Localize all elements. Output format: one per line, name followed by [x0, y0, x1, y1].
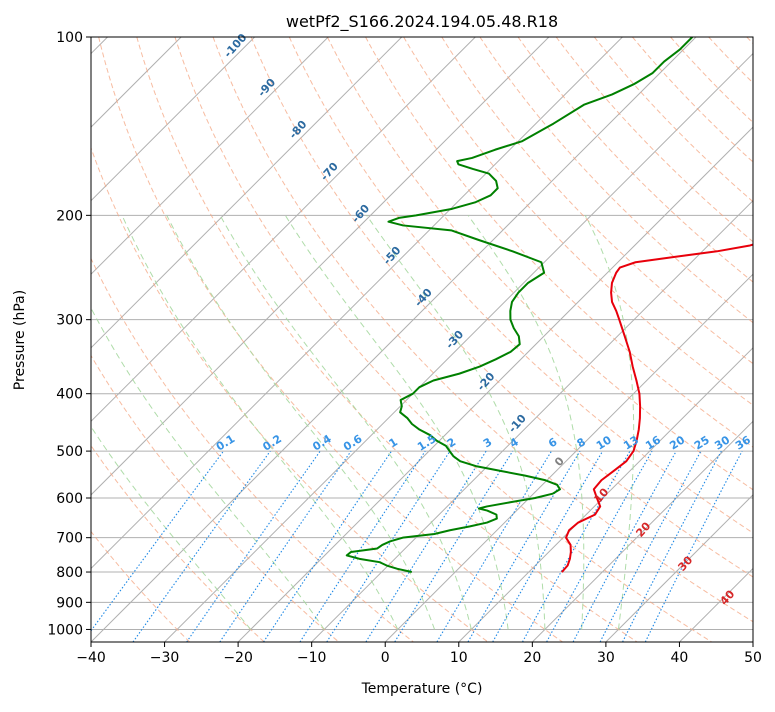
dry-adiabat [441, 37, 753, 365]
mixing-ratio-line [219, 450, 352, 642]
x-axis-label: Temperature (°C) [361, 681, 483, 697]
y-tick-label: 700 [56, 531, 83, 547]
isotherm-10 [458, 347, 753, 642]
mixing-ratio-line [326, 450, 451, 642]
moist-adiabat [219, 215, 472, 630]
mixing-ratio-line [394, 450, 514, 642]
isotherm--20 [237, 126, 753, 642]
moist-adiabat [91, 307, 325, 630]
x-tick-label: 50 [744, 650, 762, 666]
x-tick-label: −20 [223, 650, 253, 666]
mixing-ratio-line [572, 450, 677, 642]
isotherm--40 [91, 37, 697, 642]
y-tick-label: 200 [56, 208, 83, 224]
y-tick-label: 500 [56, 444, 83, 460]
dry-adiabat [91, 257, 414, 642]
mixing-ratio-line [546, 450, 653, 642]
moist-adiabat [91, 425, 252, 630]
isotherm-0 [384, 273, 753, 642]
x-tick-label: 10 [450, 650, 468, 666]
mixing-ratio-line [132, 450, 271, 642]
dry-adiabat [91, 354, 340, 642]
mixing-ratio-line [521, 450, 631, 642]
isotherm--90 [91, 37, 329, 275]
dry-adiabat [403, 37, 753, 406]
dry-adiabat [91, 146, 489, 642]
y-tick-label: 400 [56, 387, 83, 403]
isotherm--30 [164, 52, 753, 642]
background-lines [91, 37, 753, 642]
isotherm--60 [91, 37, 550, 496]
chart-title: wetPf2_S166.2024.194.05.48.R18 [286, 12, 558, 32]
x-tick-label: −10 [297, 650, 327, 666]
x-tick-label: 30 [597, 650, 615, 666]
isotherm--70 [91, 37, 476, 423]
mixing-ratio-line [263, 450, 392, 642]
mixing-ratio-line [299, 450, 426, 642]
y-tick-label: 1000 [47, 622, 83, 638]
dewpoint-line [345, 37, 694, 574]
dry-adiabat [136, 37, 638, 642]
y-tick-label: 900 [56, 595, 83, 611]
y-tick-label: 600 [56, 491, 83, 507]
mixing-ratio-line [599, 450, 702, 642]
x-tick-label: −30 [150, 650, 180, 666]
mixing-ratio-line [365, 450, 487, 642]
mixing-ratio-line [91, 450, 224, 632]
dry-adiabat [174, 37, 713, 642]
dry-adiabat [326, 37, 753, 491]
x-tick-label: 20 [523, 650, 541, 666]
mixing-ratio-line [186, 450, 321, 642]
dry-adiabat [555, 37, 753, 243]
dry-adiabat [632, 37, 753, 163]
mixing-ratio-line [622, 450, 722, 642]
moist-adiabat [121, 215, 399, 630]
temperature-line [561, 243, 753, 573]
isotherm-30 [605, 494, 753, 642]
dry-adiabat [250, 37, 753, 578]
dry-adiabat [517, 37, 753, 283]
isotherm-20 [531, 420, 753, 642]
mixing-ratio-line [436, 450, 552, 642]
dry-adiabat [288, 37, 753, 534]
x-tick-label: 40 [671, 650, 689, 666]
dry-adiabat [365, 37, 753, 448]
axis-ticks: −40 −30 −20 −10 0 10 20 30 40 50 100 200 300 400 500 60… [47, 30, 762, 666]
moist-adiabat [467, 215, 585, 630]
isotherm--100 [91, 37, 256, 202]
y-tick-label: 300 [56, 313, 83, 329]
dry-adiabat [98, 37, 563, 642]
moist-adiabat [284, 215, 509, 630]
isotherm--10 [311, 199, 753, 642]
y-tick-label: 100 [56, 30, 83, 46]
isotherm--50 [91, 37, 623, 570]
x-tick-label: 0 [381, 650, 390, 666]
moist-adiabat [166, 215, 436, 630]
profile-lines [345, 37, 753, 574]
y-axis-label: Pressure (hPa) [12, 290, 28, 390]
x-tick-label: −40 [76, 650, 106, 666]
plot-frame [90, 36, 754, 643]
dry-adiabat [212, 37, 753, 623]
y-tick-label: 800 [56, 565, 83, 581]
dry-adiabat [91, 530, 190, 642]
mixing-ratio-line [644, 450, 743, 642]
